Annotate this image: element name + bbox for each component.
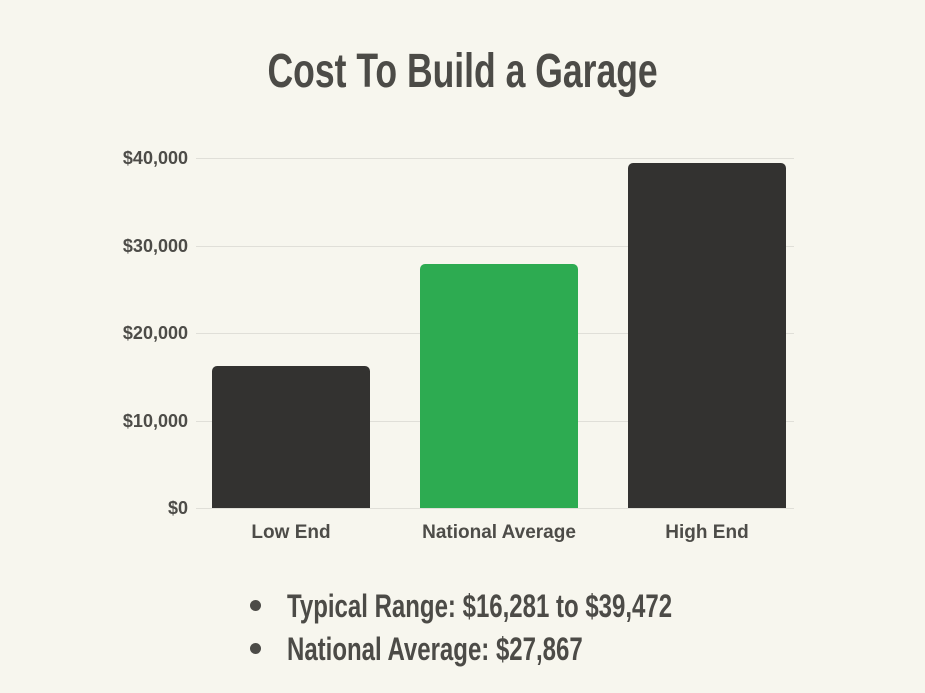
bar-low-end [212,365,370,508]
gridline-30000 [196,245,794,247]
note-item-national-average: National Average: $27,867 [250,627,800,670]
bullet-icon [250,643,261,654]
x-axis-label-national-average: National Average [422,522,576,543]
bar-high-end [628,162,786,508]
x-axis-label-low-end: Low End [251,522,331,543]
y-tick-label-40000: $40,000 [122,148,188,168]
chart-title-text: Cost To Build a Garage [267,45,658,98]
bar-national-average [420,264,578,508]
gridline-0 [196,508,794,509]
y-tick-label-30000: $30,000 [122,235,188,256]
note-text-typical-range: Typical Range: $16,281 to $39,472 [287,587,673,624]
bullet-icon [250,600,261,611]
gridline-40000 [196,158,794,159]
chart-title: Cost To Build a Garage [0,46,925,98]
y-tick-label-0: $0 [167,498,188,518]
bars [212,158,786,508]
notes-list: Typical Range: $16,281 to $39,472 Nation… [250,584,800,670]
x-axis-labels: Low End National Average High End [212,521,786,545]
note-item-typical-range: Typical Range: $16,281 to $39,472 [250,584,800,627]
y-axis-labels: $0 $10,000 $20,000 $30,000 $40,000 [30,0,188,693]
y-tick-label-20000: $20,000 [122,323,188,343]
y-tick-label-10000: $10,000 [122,410,188,431]
note-text-national-average: National Average: $27,867 [287,630,583,667]
x-axis-label-high-end: High End [665,522,749,543]
